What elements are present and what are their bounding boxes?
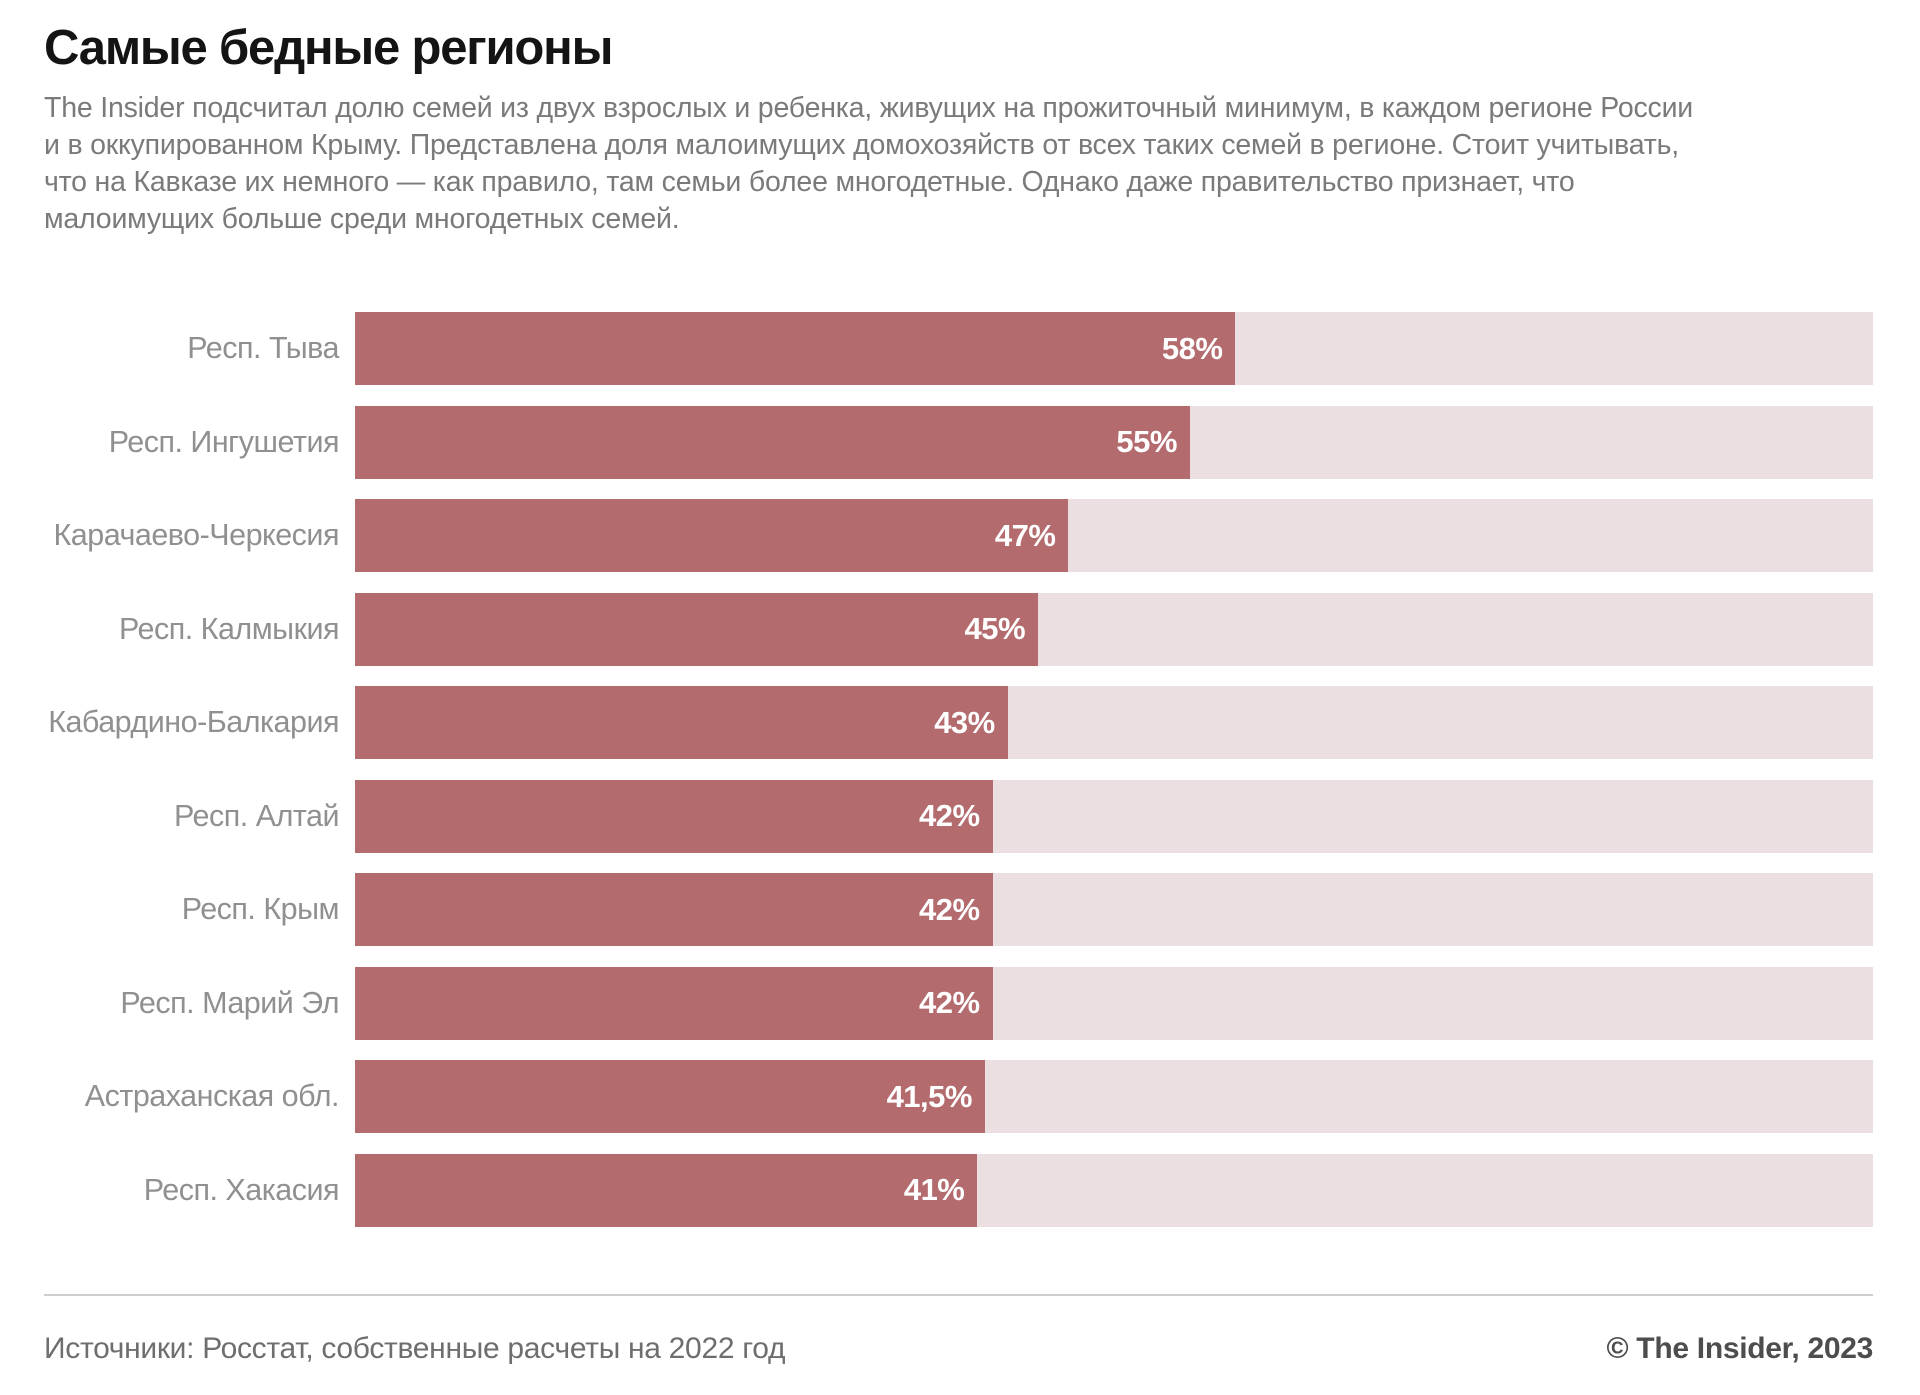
bar-fill: 42%	[355, 779, 993, 853]
page-title: Самые бедные регионы	[44, 21, 613, 75]
bar-label: Респ. Марий Эл	[120, 985, 339, 1020]
bar-fill: 42%	[355, 966, 993, 1040]
bar-value: 43%	[934, 704, 995, 740]
chart-row: Респ. Ингушетия 55%	[44, 405, 1873, 479]
bar-value: 41,5%	[886, 1078, 973, 1114]
chart-row: Респ. Алтай 42%	[44, 779, 1873, 853]
bar-label: Респ. Тыва	[187, 331, 339, 366]
subtitle: The Insider подсчитал долю семей из двух…	[44, 90, 1873, 238]
bar-fill: 55%	[355, 405, 1190, 479]
bar-label: Респ. Крым	[181, 892, 340, 927]
footer: Источники: Росстат, собственные расчеты …	[44, 1332, 1873, 1366]
bar-label: Кабардино-Балкария	[48, 705, 339, 740]
bar-track: 41%	[355, 1153, 1873, 1227]
bar-fill: 58%	[355, 312, 1236, 386]
bar-fill: 42%	[355, 873, 993, 947]
bar-track: 42%	[355, 779, 1873, 853]
bar-fill: 45%	[355, 592, 1039, 666]
bar-label: Респ. Алтай	[174, 798, 339, 833]
bar-value: 55%	[1116, 424, 1177, 460]
bar-fill: 43%	[355, 686, 1008, 760]
chart-row: Карачаево-Черкесия 47%	[44, 499, 1873, 573]
bar-value: 41%	[903, 1172, 965, 1208]
subtitle-line: и в оккупированном Крыму. Представлена д…	[44, 129, 1679, 162]
bar-label: Астраханская обл.	[84, 1079, 340, 1114]
bar-value: 42%	[919, 985, 980, 1021]
bar-fill: 47%	[355, 499, 1069, 573]
copyright-note: © The Insider, 2023	[1606, 1331, 1873, 1365]
bar-label: Респ. Хакасия	[143, 1172, 340, 1207]
bar-track: 45%	[355, 592, 1873, 666]
chart-row: Респ. Тыва 58%	[44, 312, 1873, 386]
bar-track: 55%	[355, 405, 1873, 479]
divider	[44, 1293, 1873, 1296]
source-note: Источники: Росстат, собственные расчеты …	[44, 1331, 786, 1365]
chart-row: Респ. Хакасия 41%	[44, 1153, 1873, 1227]
subtitle-line: что на Кавказе их немного — как правило,…	[44, 166, 1575, 199]
chart-row: Астраханская обл. 41,5%	[44, 1060, 1873, 1134]
subtitle-line: The Insider подсчитал долю семей из двух…	[44, 92, 1694, 125]
bar-track: 58%	[355, 312, 1873, 386]
chart-row: Респ. Марий Эл 42%	[44, 966, 1873, 1040]
bar-value: 42%	[919, 891, 980, 927]
bar-track: 42%	[355, 966, 1873, 1040]
bar-label: Карачаево-Черкесия	[53, 518, 340, 553]
chart-row: Респ. Калмыкия 45%	[44, 592, 1873, 666]
bar-label: Респ. Калмыкия	[119, 611, 340, 646]
bar-chart: Респ. Тыва 58% Респ. Ингушетия 55% Карач…	[44, 312, 1873, 1227]
bar-track: 47%	[355, 499, 1873, 573]
bar-value: 45%	[964, 611, 1026, 647]
bar-track: 43%	[355, 686, 1873, 760]
bar-value: 47%	[994, 517, 1056, 553]
bar-track: 42%	[355, 873, 1873, 947]
bar-label: Респ. Ингушетия	[108, 424, 340, 459]
bar-fill: 41%	[355, 1153, 978, 1227]
bar-track: 41,5%	[355, 1060, 1873, 1134]
bar-fill: 41,5%	[355, 1060, 985, 1134]
chart-row: Респ. Крым 42%	[44, 873, 1873, 947]
chart-row: Кабардино-Балкария 43%	[44, 686, 1873, 760]
bar-value: 42%	[919, 798, 980, 834]
bar-value: 58%	[1161, 330, 1223, 366]
subtitle-line: малоимущих больше среди многодетных семе…	[44, 203, 680, 236]
